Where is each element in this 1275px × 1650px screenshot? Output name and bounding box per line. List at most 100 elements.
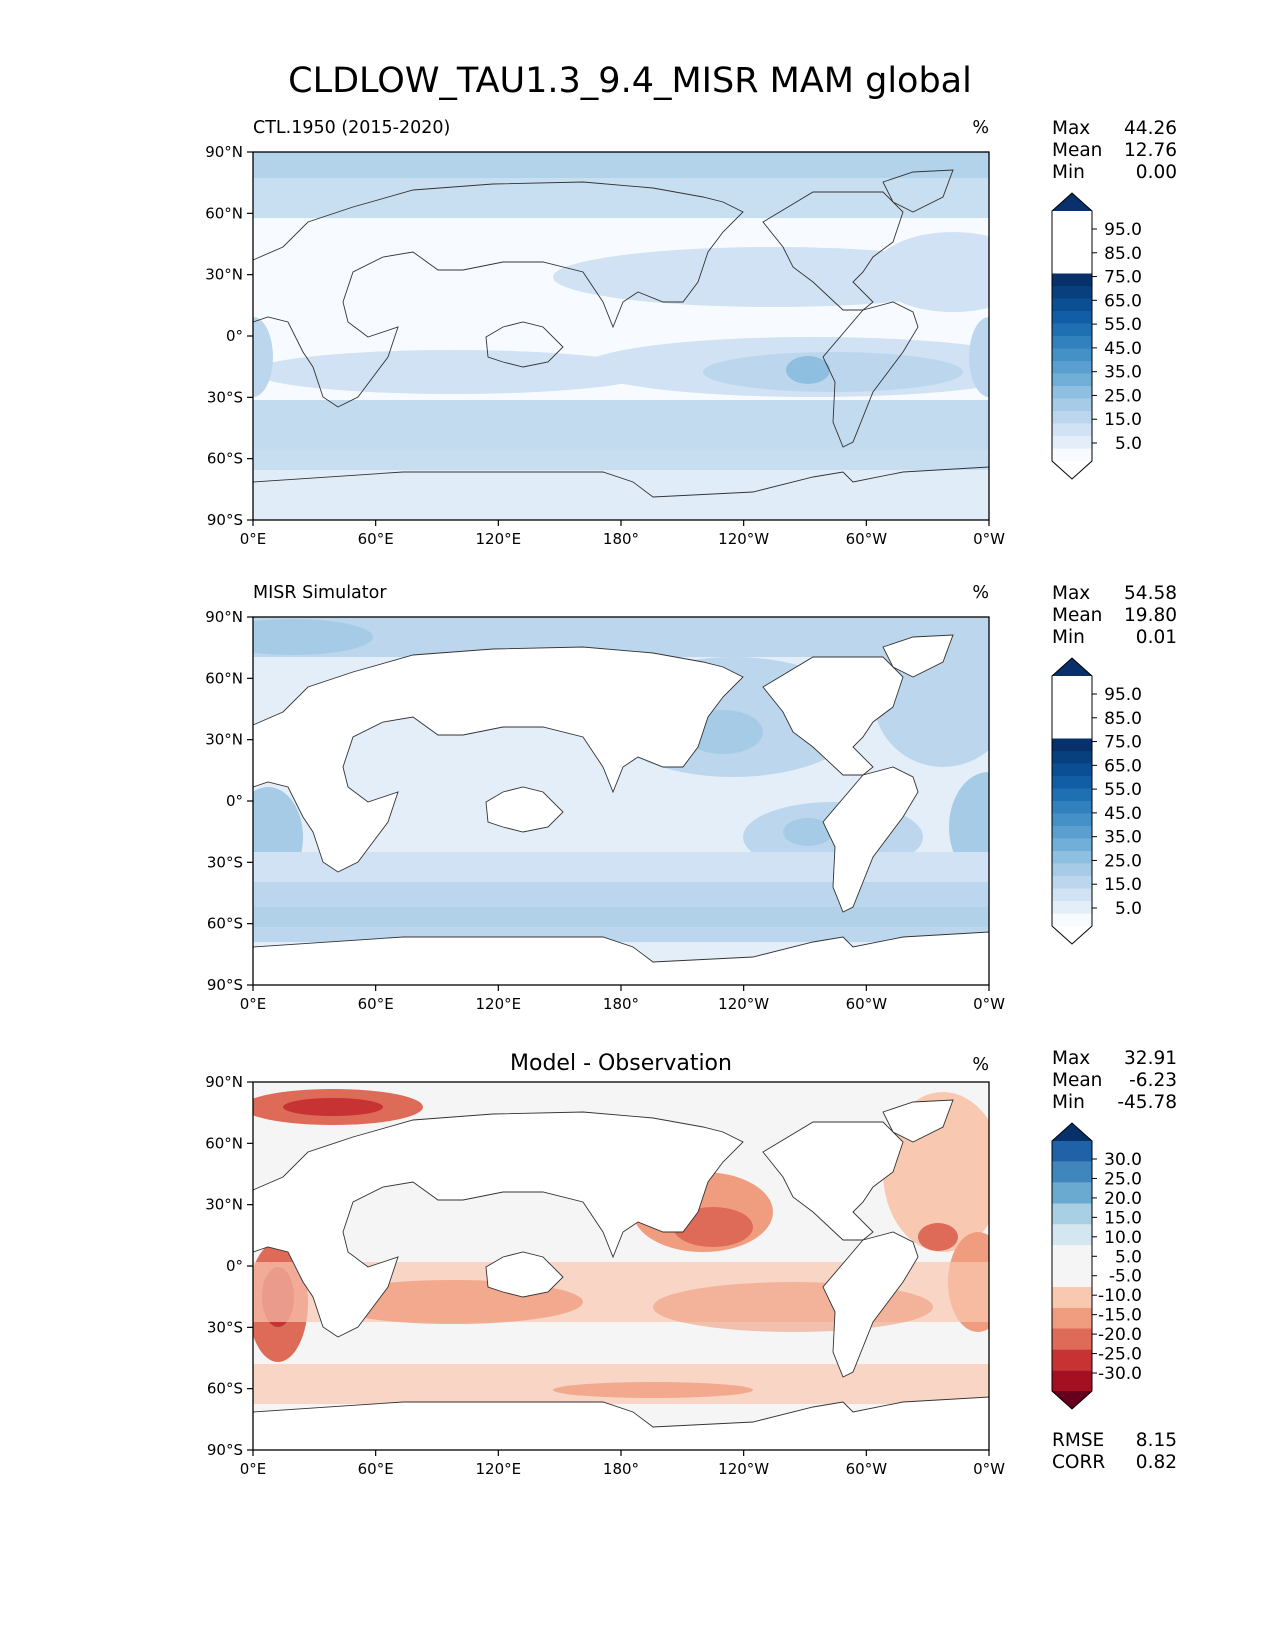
lon-tick-label: 120°W	[718, 995, 769, 1013]
lat-tick-label: 0°	[226, 327, 243, 345]
colorbar-band	[1052, 1349, 1092, 1371]
field-1	[253, 152, 989, 520]
lat-tick-label: 0°	[226, 1257, 243, 1275]
lon-tick-label: 0°E	[240, 1460, 267, 1478]
lat-tick-label: 90°N	[205, 1073, 243, 1091]
lon-tick-label: 120°E	[476, 1460, 522, 1478]
colorbar-band	[1052, 448, 1092, 461]
stat-label: Mean	[1052, 605, 1102, 626]
stat-label: Min	[1052, 162, 1085, 183]
rmse-value: 8.15	[1136, 1430, 1177, 1451]
lat-tick-label: 90°S	[207, 1441, 243, 1459]
colorbar-tick-label: 55.0	[1104, 315, 1142, 335]
stats-3: Max 32.91 Mean -6.23 Min -45.78	[1052, 1048, 1177, 1113]
colorbar-band	[1052, 423, 1092, 436]
stat-value: -6.23	[1129, 1070, 1177, 1091]
stat-label: Max	[1052, 1048, 1090, 1069]
colorbar-tick-label: -20.0	[1098, 1325, 1142, 1345]
colorbar-tick-label: 20.0	[1104, 1189, 1142, 1209]
panel-3-lon-axis: 0°E 60°E 120°E 180° 120°W 60°W 0°W	[240, 1450, 1005, 1478]
colorbar-band	[1052, 763, 1092, 776]
lat-tick-label: 30°S	[207, 388, 243, 406]
lon-tick-label: 60°W	[846, 530, 888, 548]
colorbar-2: 95.0 85.0 75.0 65.0 55.0 45.0 35.0 25.0 15.0 5.0	[1051, 657, 1142, 945]
colorbar-tick-label: -25.0	[1098, 1345, 1142, 1365]
stats-2: Max 54.58 Mean 19.80 Min 0.01	[1052, 583, 1177, 648]
colorbar-band	[1052, 813, 1092, 826]
colorbar-band	[1052, 876, 1092, 889]
colorbar-over-extension	[1052, 1123, 1092, 1141]
colorbar-band	[1052, 373, 1092, 386]
lat-tick-label: 90°N	[205, 608, 243, 626]
colorbar-tick-label: 85.0	[1104, 709, 1142, 729]
lon-tick-label: 120°W	[718, 530, 769, 548]
colorbar-tick-label: 15.0	[1104, 410, 1142, 430]
panel-2: MISR Simulator % 0°E 60°E 120°E 180° 120°W 60…	[205, 583, 1005, 1013]
colorbar-band	[1052, 361, 1092, 374]
lat-tick-label: 60°N	[205, 204, 243, 222]
colorbar-tick-label: 25.0	[1104, 1169, 1142, 1189]
coastlines-1	[252, 169, 990, 498]
colorbar-tick-label: 5.0	[1115, 899, 1142, 919]
colorbar-tick-label: 25.0	[1104, 851, 1142, 871]
lat-tick-label: 0°	[226, 792, 243, 810]
lon-tick-label: 180°	[603, 1460, 639, 1478]
colorbar-band	[1052, 826, 1092, 839]
colorbar-band	[1052, 738, 1092, 751]
colorbar-under-extension	[1052, 1391, 1092, 1409]
stats-1: Max 44.26 Mean 12.76 Min 0.00	[1052, 118, 1177, 183]
lat-tick-label: 30°S	[207, 1318, 243, 1336]
panel-2-lon-axis: 0°E 60°E 120°E 180° 120°W 60°W 0°W	[240, 985, 1005, 1013]
lat-tick-label: 30°N	[205, 731, 243, 749]
stat-value: -45.78	[1117, 1092, 1177, 1113]
lon-tick-label: 120°E	[476, 530, 522, 548]
colorbar-band	[1052, 776, 1092, 789]
lon-tick-label: 120°E	[476, 995, 522, 1013]
colorbar-tick-label: 95.0	[1104, 685, 1142, 705]
colorbar-over-extension	[1052, 193, 1092, 211]
colorbar-tick-label: 10.0	[1104, 1228, 1142, 1248]
colorbar-tick-label: 65.0	[1104, 291, 1142, 311]
stat-label: Mean	[1052, 140, 1102, 161]
lon-tick-label: 0°W	[973, 1460, 1005, 1478]
lon-tick-label: 0°E	[240, 530, 267, 548]
land-3	[252, 1099, 990, 1451]
colorbar-band	[1052, 1245, 1092, 1287]
colorbar-band	[1052, 1141, 1092, 1162]
colorbar-band	[1052, 1370, 1092, 1391]
lon-tick-label: 180°	[603, 530, 639, 548]
colorbar-band	[1052, 888, 1092, 901]
lon-tick-label: 60°W	[846, 1460, 888, 1478]
colorbar-tick-label: -5.0	[1109, 1267, 1142, 1287]
panel-3: Model - Observation % 0°E 60°E 120°E 180° 12…	[205, 1051, 1005, 1478]
colorbar-band	[1052, 398, 1092, 411]
lon-tick-label: 60°E	[358, 995, 394, 1013]
colorbar-tick-label: 30.0	[1104, 1150, 1142, 1170]
lat-tick-label: 60°N	[205, 1134, 243, 1152]
colorbar-tick-label: 25.0	[1104, 386, 1142, 406]
panel-1-lat-axis: 90°N 60°N 30°N 0° 30°S 60°S 90°S	[205, 143, 253, 529]
lon-tick-label: 60°E	[358, 1460, 394, 1478]
colorbar-band	[1052, 348, 1092, 361]
lon-tick-label: 60°W	[846, 995, 888, 1013]
colorbar-band	[1052, 801, 1092, 814]
colorbar-band	[1052, 1328, 1092, 1350]
colorbar-tick-label: 45.0	[1104, 804, 1142, 824]
lat-tick-label: 30°S	[207, 853, 243, 871]
stat-value: 54.58	[1124, 583, 1177, 604]
panel-2-lat-axis: 90°N 60°N 30°N 0° 30°S 60°S 90°S	[205, 608, 253, 994]
stat-label: Min	[1052, 627, 1085, 648]
colorbar-band	[1052, 386, 1092, 399]
colorbar-tick-label: -10.0	[1098, 1286, 1142, 1306]
colorbar-band	[1052, 298, 1092, 311]
colorbar-1: 95.0 85.0 75.0 65.0 55.0 45.0 35.0 25.0 15.0 5.0	[1051, 192, 1142, 480]
rmse-label: RMSE	[1052, 1430, 1104, 1451]
panel-1-units: %	[972, 118, 989, 138]
stat-value: 32.91	[1124, 1048, 1177, 1069]
colorbar-band	[1052, 863, 1092, 876]
colorbar-under-extension	[1052, 461, 1092, 479]
colorbar-outline	[1051, 657, 1093, 945]
colorbar-band	[1052, 336, 1092, 349]
lat-tick-label: 60°S	[207, 450, 243, 468]
error-stats: RMSE 8.15 CORR 0.82	[1052, 1430, 1177, 1473]
